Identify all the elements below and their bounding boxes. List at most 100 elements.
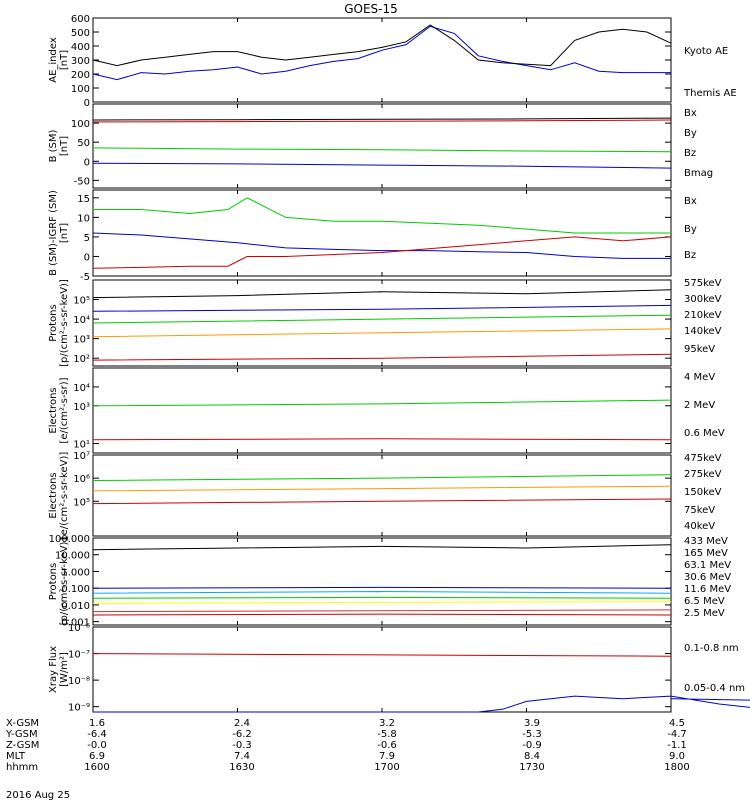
x-axis-value: 7.9 (379, 751, 395, 762)
x-axis-value: 4.5 (669, 718, 685, 729)
y-axis-label: B (SM)-IGRF (SM)[nT] (48, 190, 70, 276)
x-axis-value: 7.4 (234, 751, 250, 762)
x-axis-value: 1630 (229, 762, 254, 773)
y-tick-label: 500 (71, 28, 90, 39)
y-tick-label: 300 (71, 56, 90, 67)
y-tick-label: 10² (73, 354, 90, 365)
y-tick-label: 10³ (73, 335, 90, 346)
legend-entry: 30.6 MeV (684, 572, 731, 583)
panel-frame (92, 537, 672, 626)
legend-entry: 210keV (684, 310, 722, 321)
x-axis-value: -6.4 (87, 729, 107, 740)
legend-entry: 433 MeV (684, 536, 728, 547)
y-tick-label: 5 (84, 233, 90, 244)
legend-entry: Themis AE (683, 88, 737, 99)
y-axis-label: Electrons[e/(cm²-s-sr)] (48, 377, 70, 443)
legend-entry: Bmag (684, 168, 713, 179)
x-axis-value: 1700 (374, 762, 399, 773)
series-line-kyoto-ae (92, 25, 671, 81)
y-tick-label: 0 (84, 157, 90, 168)
y-tick-label: 10⁷ (73, 451, 90, 462)
legend-entry: 150keV (684, 487, 722, 498)
y-tick-label: 600 (71, 14, 90, 25)
x-axis-row-label: MLT (6, 751, 26, 762)
series-line-0-1-0-8-nm (92, 653, 672, 657)
series-line-by (92, 147, 672, 153)
y-axis-label: Electrons[e/(cm²-s-sr-keV)] (48, 452, 70, 540)
y-tick-label: 200 (71, 70, 90, 81)
x-axis-value: -0.3 (232, 740, 252, 751)
y-axis-label: AE_index[nT] (48, 37, 70, 83)
legend-entry: 165 MeV (684, 548, 728, 559)
y-tick-label: -5 (80, 272, 90, 283)
legend-entry: 275keV (684, 469, 722, 480)
series-line-95kev (92, 289, 672, 299)
panel-frame (92, 626, 672, 713)
legend-entry: 0.6 MeV (684, 428, 725, 439)
series-line-275kev (92, 485, 672, 492)
series-line-2-mev (92, 399, 672, 407)
x-axis-value: -0.9 (522, 740, 542, 751)
y-tick-label: 0 (84, 252, 90, 263)
x-axis-value: -1.1 (667, 740, 687, 751)
legend-entry: 575keV (684, 278, 722, 289)
plot-title: GOES-15 (344, 2, 398, 16)
legend-entry: 2 MeV (684, 400, 715, 411)
x-axis-value: 1730 (519, 762, 544, 773)
legend-entry: 75keV (684, 505, 715, 516)
series-line-bmag (92, 117, 672, 121)
series-line-300kev (92, 328, 672, 338)
y-tick-label: 10¹ (73, 440, 90, 451)
y-tick-label: 100.000 (49, 534, 90, 545)
y-tick-label: 10⁵ (73, 497, 90, 508)
panel-xray: 10⁻⁹ 10⁻⁸ 10⁻⁷ 10⁻⁶ Xray Flux[W/m²] 0.1-0.8 n… (48, 623, 750, 714)
legend-entry: Kyoto AE (684, 46, 728, 57)
y-tick-label: 10⁵ (73, 296, 90, 307)
x-axis-value: 6.9 (89, 751, 105, 762)
y-axis-label: Xray Flux[W/m²] (48, 646, 70, 693)
series-line-210kev (92, 314, 672, 324)
x-axis-row-label: Z-GSM (6, 740, 39, 751)
legend-entry: 0.05-0.4 nm (684, 683, 745, 694)
legend-entry: 475keV (684, 453, 722, 464)
legend-entry: By (684, 128, 697, 139)
y-tick-label: 10⁻⁶ (68, 623, 90, 634)
legend-entry: Bx (684, 196, 697, 207)
series-line-433-mev (92, 613, 672, 616)
y-tick-label: 0.001 (61, 618, 90, 629)
y-tick-label: 1.000 (61, 567, 90, 578)
y-tick-label: 0.100 (61, 584, 90, 595)
y-axis-label: Protons[p/(cm²-s-sr-keV)] (48, 279, 70, 367)
series-line-by (93, 197, 671, 234)
x-axis-value: -5.3 (522, 729, 542, 740)
y-tick-label: 10⁴ (73, 315, 90, 326)
y-tick-label: 10⁶ (73, 474, 90, 485)
panel-frame (92, 454, 672, 537)
legend-entry: 95keV (684, 344, 715, 355)
legend-entry: 2.5 MeV (684, 608, 725, 619)
series-line-bx (92, 162, 672, 169)
y-axis-label: Protons[p/(cm²-s-sr-keV)] (48, 538, 70, 626)
x-axis-row-label: X-GSM (6, 718, 39, 729)
series-line-2-5-mev (92, 544, 672, 551)
legend-entry: 300keV (684, 294, 722, 305)
legend-entry: Bz (684, 148, 696, 159)
x-axis-value: 3.9 (524, 718, 540, 729)
y-tick-label: 10⁴ (73, 383, 90, 394)
legend-entry: 4 MeV (684, 372, 715, 383)
legend-entry: 40keV (684, 521, 715, 532)
legend-entry: By (684, 224, 697, 235)
x-axis-value: 3.2 (379, 718, 395, 729)
x-axis-value: 1.6 (89, 718, 105, 729)
x-axis-value: 9.0 (669, 751, 685, 762)
series-line-150kev (92, 474, 672, 481)
legend-entry: 63.1 MeV (684, 560, 731, 571)
series-line-themis-ae (92, 24, 672, 67)
x-axis-value: 1800 (664, 762, 689, 773)
series-line-4-mev (92, 438, 672, 441)
y-tick-label: 10⁻⁷ (68, 650, 90, 661)
panel-frame (92, 279, 672, 367)
